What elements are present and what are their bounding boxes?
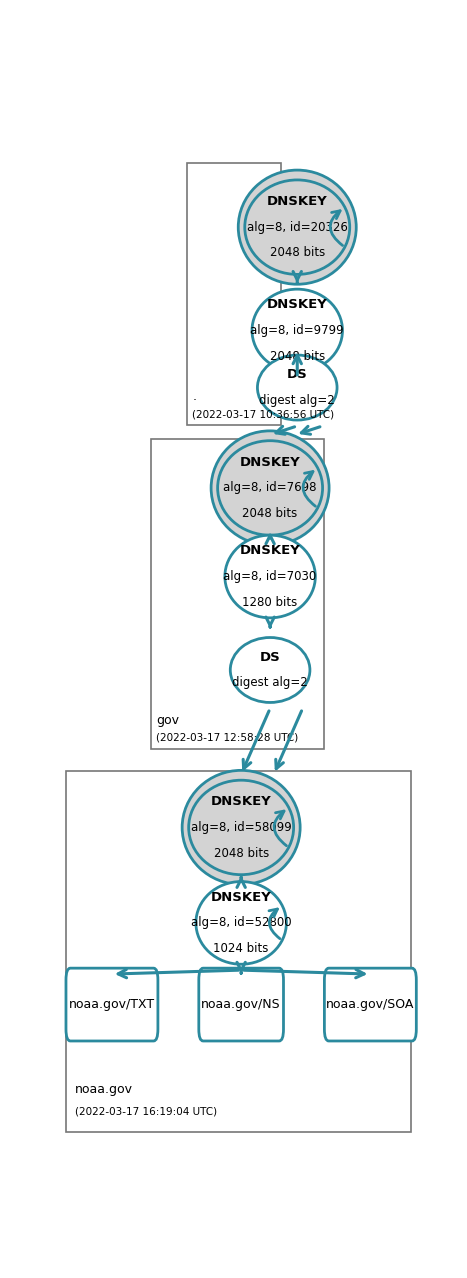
Text: (2022-03-17 12:58:28 UTC): (2022-03-17 12:58:28 UTC) [156,732,298,743]
Text: .: . [192,390,196,404]
Ellipse shape [230,638,310,703]
Text: 2048 bits: 2048 bits [213,846,269,860]
FancyArrowPatch shape [303,472,315,506]
Text: alg=8, id=20326: alg=8, id=20326 [247,221,348,234]
Text: digest alg=2: digest alg=2 [232,676,308,689]
Text: digest alg=2: digest alg=2 [259,394,335,406]
Text: DNSKEY: DNSKEY [267,196,328,208]
Ellipse shape [257,355,337,420]
Text: DNSKEY: DNSKEY [240,456,300,469]
Text: noaa.gov/SOA: noaa.gov/SOA [326,998,415,1011]
Text: DS: DS [287,368,308,381]
Ellipse shape [189,780,294,874]
Text: 2048 bits: 2048 bits [269,350,325,363]
Text: 2048 bits: 2048 bits [242,507,298,520]
Bar [151,438,325,749]
Bar [187,164,281,426]
Text: alg=8, id=58099: alg=8, id=58099 [191,820,291,835]
Ellipse shape [211,431,329,544]
Ellipse shape [196,882,286,964]
Ellipse shape [245,180,350,275]
Text: DS: DS [260,651,281,663]
FancyBboxPatch shape [199,969,283,1042]
Text: DNSKEY: DNSKEY [240,544,300,557]
Text: 2048 bits: 2048 bits [269,247,325,259]
Text: 1024 bits: 1024 bits [213,942,269,955]
FancyBboxPatch shape [66,969,158,1042]
Bar [65,772,411,1132]
Ellipse shape [225,535,315,617]
Text: alg=8, id=52800: alg=8, id=52800 [191,916,291,929]
Text: noaa.gov/NS: noaa.gov/NS [201,998,281,1011]
Ellipse shape [218,441,323,535]
Text: 1280 bits: 1280 bits [242,596,298,608]
Text: alg=8, id=7030: alg=8, id=7030 [224,570,317,583]
FancyArrowPatch shape [274,812,286,846]
Ellipse shape [252,289,342,372]
Text: alg=8, id=7698: alg=8, id=7698 [223,482,317,495]
FancyArrowPatch shape [269,909,280,939]
Ellipse shape [182,771,300,884]
Text: DNSKEY: DNSKEY [211,795,271,809]
Text: (2022-03-17 10:36:56 UTC): (2022-03-17 10:36:56 UTC) [192,409,334,419]
Text: noaa.gov/TXT: noaa.gov/TXT [69,998,155,1011]
Text: gov: gov [156,714,179,727]
Ellipse shape [238,170,356,284]
FancyArrowPatch shape [330,211,343,245]
Text: DNSKEY: DNSKEY [211,891,271,904]
Text: noaa.gov: noaa.gov [75,1084,133,1097]
Text: DNSKEY: DNSKEY [267,298,328,312]
Text: (2022-03-17 16:19:04 UTC): (2022-03-17 16:19:04 UTC) [75,1107,217,1117]
Text: alg=8, id=9799: alg=8, id=9799 [250,325,344,337]
FancyBboxPatch shape [325,969,416,1042]
